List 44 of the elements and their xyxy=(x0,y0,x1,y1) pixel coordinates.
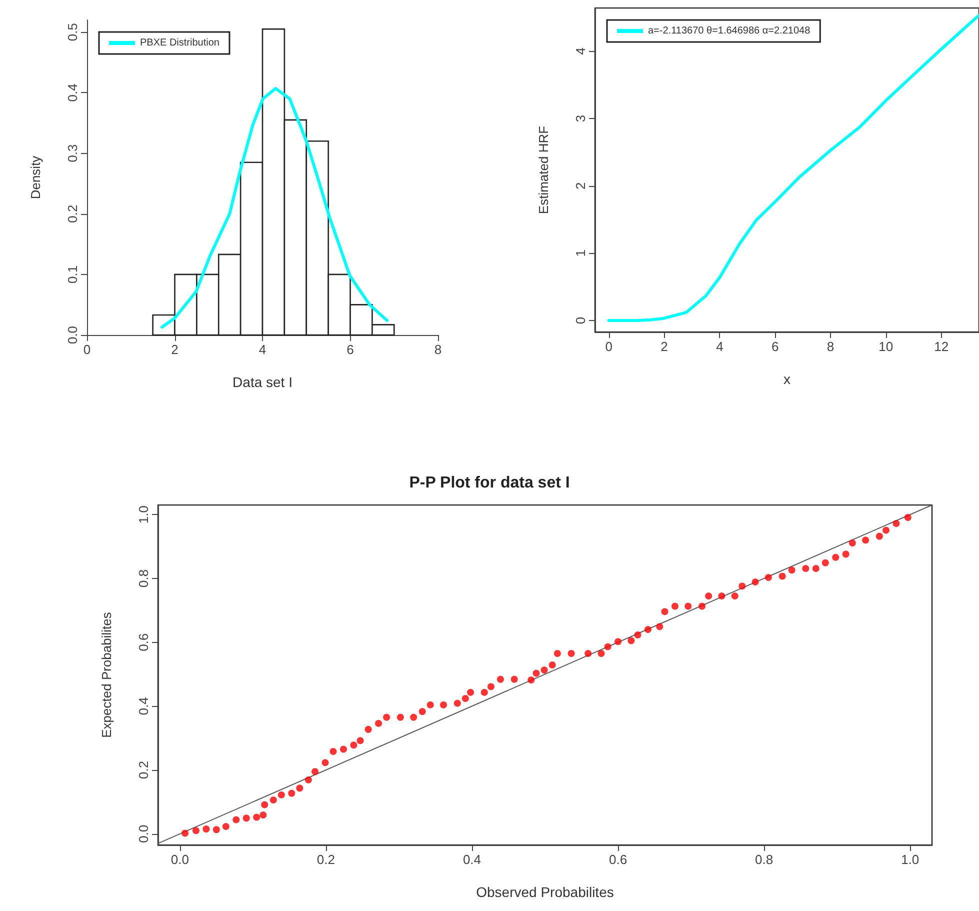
y-tick-label: 0.6 xyxy=(136,633,151,652)
x-tick-label: 0.8 xyxy=(755,852,774,867)
y-tick-label: 2 xyxy=(573,182,588,190)
x-tick-label: 0.6 xyxy=(608,852,628,867)
x-tick-label: 4 xyxy=(716,339,724,354)
y-tick-label: 0.4 xyxy=(136,697,151,716)
x-tick-label: 6 xyxy=(771,339,779,354)
x-tick-label: 0.2 xyxy=(316,852,335,867)
x-axis-title: x xyxy=(784,371,790,387)
chart-title: P-P Plot for data set I xyxy=(409,474,570,492)
y-tick-label: 0.8 xyxy=(136,569,151,588)
x-tick-label: 1.0 xyxy=(901,852,920,867)
y-tick-label: 0.5 xyxy=(65,23,80,42)
x-tick-label: 10 xyxy=(878,339,894,354)
y-axis-title: Estimated HRF xyxy=(536,126,551,214)
x-tick-label: 8 xyxy=(434,342,442,357)
x-tick-label: 2 xyxy=(171,342,178,357)
y-tick-label: 0.0 xyxy=(136,824,151,843)
x-tick-label: 0 xyxy=(605,339,612,354)
y-tick-label: 4 xyxy=(573,47,588,55)
x-tick-label: 0.4 xyxy=(462,852,482,867)
x-tick-label: 12 xyxy=(934,339,949,354)
y-axis-title: Expected Probabilites xyxy=(99,612,114,738)
y-tick-label: 0.2 xyxy=(136,760,151,780)
x-axis-title: Observed Probabilites xyxy=(476,884,614,900)
y-tick-label: 0.4 xyxy=(65,84,80,102)
legend-label: a=-2.113670 θ=1.646986 α=2.21048 xyxy=(648,26,811,36)
y-tick-label: 0.2 xyxy=(65,204,80,223)
y-tick-label: 1 xyxy=(573,250,588,257)
x-tick-label: 0 xyxy=(83,342,91,357)
y-axis-title: Density xyxy=(28,155,43,200)
x-tick-label: 6 xyxy=(346,342,354,357)
x-axis-title: Data set I xyxy=(232,374,292,390)
line-series xyxy=(607,14,979,322)
x-tick-label: 0.0 xyxy=(170,852,189,867)
legend-label: PBXE Distribution xyxy=(140,38,220,48)
y-tick-label: 0.3 xyxy=(65,144,80,162)
y-tick-label: 0.1 xyxy=(65,265,80,284)
x-tick-label: 8 xyxy=(826,339,834,354)
y-tick-label: 3 xyxy=(573,114,588,122)
x-tick-label: 4 xyxy=(258,342,266,357)
x-tick-label: 2 xyxy=(660,339,668,354)
y-tick-label: 1.0 xyxy=(136,506,151,524)
y-tick-label: 0 xyxy=(573,316,588,324)
